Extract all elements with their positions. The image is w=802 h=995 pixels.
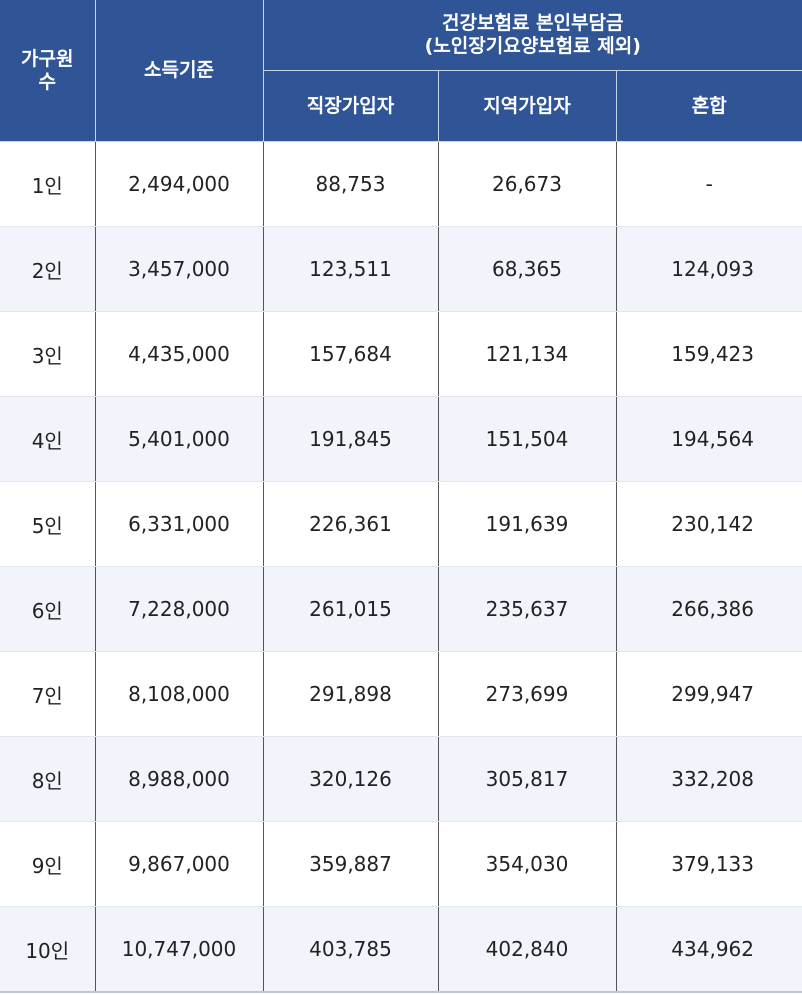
header-income: 소득기준 (94, 0, 264, 142)
cell-regional: 121,134 (438, 311, 617, 397)
cell-mixed: 434,962 (616, 906, 802, 993)
header-household: 가구원 수 (0, 0, 96, 142)
table-row: 3인 4,435,000 157,684 121,134 159,423 (0, 311, 802, 397)
cell-household: 3인 (0, 311, 96, 397)
cell-employee: 123,511 (263, 226, 439, 312)
cell-regional: 68,365 (438, 226, 617, 312)
cell-employee: 261,015 (263, 566, 439, 652)
table-header: 가구원 수 소득기준 건강보험료 본인부담금 (노인장기요양보험료 제외) 직장… (0, 0, 802, 142)
cell-household: 4인 (0, 396, 96, 482)
cell-employee: 88,753 (263, 141, 439, 227)
cell-employee: 359,887 (263, 821, 439, 907)
cell-regional: 402,840 (438, 906, 617, 993)
table-row: 6인 7,228,000 261,015 235,637 266,386 (0, 566, 802, 652)
cell-household: 9인 (0, 821, 96, 907)
cell-mixed: - (616, 141, 802, 227)
table-row: 7인 8,108,000 291,898 273,699 299,947 (0, 651, 802, 737)
cell-income: 4,435,000 (95, 311, 264, 397)
header-employee: 직장가입자 (262, 70, 439, 142)
cell-household: 2인 (0, 226, 96, 312)
table-row: 1인 2,494,000 88,753 26,673- (0, 141, 802, 227)
cell-mixed: 124,093 (616, 226, 802, 312)
cell-mixed: 194,564 (616, 396, 802, 482)
cell-employee: 157,684 (263, 311, 439, 397)
table-row: 10인 10,747,000 403,785 402,840 434,962 (0, 906, 802, 993)
cell-household: 5인 (0, 481, 96, 567)
cell-regional: 235,637 (438, 566, 617, 652)
cell-income: 3,457,000 (95, 226, 264, 312)
cell-mixed: 379,133 (616, 821, 802, 907)
cell-household: 6인 (0, 566, 96, 652)
table-row: 5인 6,331,000 226,361 191,639 230,142 (0, 481, 802, 567)
cell-mixed: 266,386 (616, 566, 802, 652)
cell-employee: 320,126 (263, 736, 439, 822)
table-row: 9인 9,867,000 359,887 354,030 379,133 (0, 821, 802, 907)
cell-household: 8인 (0, 736, 96, 822)
cell-regional: 354,030 (438, 821, 617, 907)
cell-mixed: 159,423 (616, 311, 802, 397)
cell-income: 9,867,000 (95, 821, 264, 907)
cell-household: 7인 (0, 651, 96, 737)
header-regional: 지역가입자 (437, 70, 617, 142)
cell-mixed: 332,208 (616, 736, 802, 822)
header-premium-group: 건강보험료 본인부담금 (노인장기요양보험료 제외) (262, 0, 802, 71)
cell-regional: 305,817 (438, 736, 617, 822)
cell-employee: 226,361 (263, 481, 439, 567)
cell-household: 1인 (0, 141, 96, 227)
cell-employee: 191,845 (263, 396, 439, 482)
cell-income: 6,331,000 (95, 481, 264, 567)
table-row: 2인 3,457,000 123,511 68,365 124,093 (0, 226, 802, 312)
cell-income: 10,747,000 (95, 906, 264, 993)
table-body: 1인 2,494,000 88,753 26,673-2인 3,457,000 123,5… (0, 141, 802, 993)
cell-income: 8,988,000 (95, 736, 264, 822)
cell-household: 10인 (0, 906, 96, 993)
cell-regional: 151,504 (438, 396, 617, 482)
cell-income: 5,401,000 (95, 396, 264, 482)
table-row: 4인 5,401,000 191,845 151,504 194,564 (0, 396, 802, 482)
cell-income: 8,108,000 (95, 651, 264, 737)
cell-income: 2,494,000 (95, 141, 264, 227)
cell-regional: 26,673 (438, 141, 617, 227)
cell-income: 7,228,000 (95, 566, 264, 652)
cell-regional: 273,699 (438, 651, 617, 737)
cell-employee: 291,898 (263, 651, 439, 737)
header-mixed: 혼합 (615, 70, 802, 142)
table-row: 8인 8,988,000 320,126 305,817 332,208 (0, 736, 802, 822)
cell-employee: 403,785 (263, 906, 439, 993)
cell-regional: 191,639 (438, 481, 617, 567)
cell-mixed: 299,947 (616, 651, 802, 737)
cell-mixed: 230,142 (616, 481, 802, 567)
